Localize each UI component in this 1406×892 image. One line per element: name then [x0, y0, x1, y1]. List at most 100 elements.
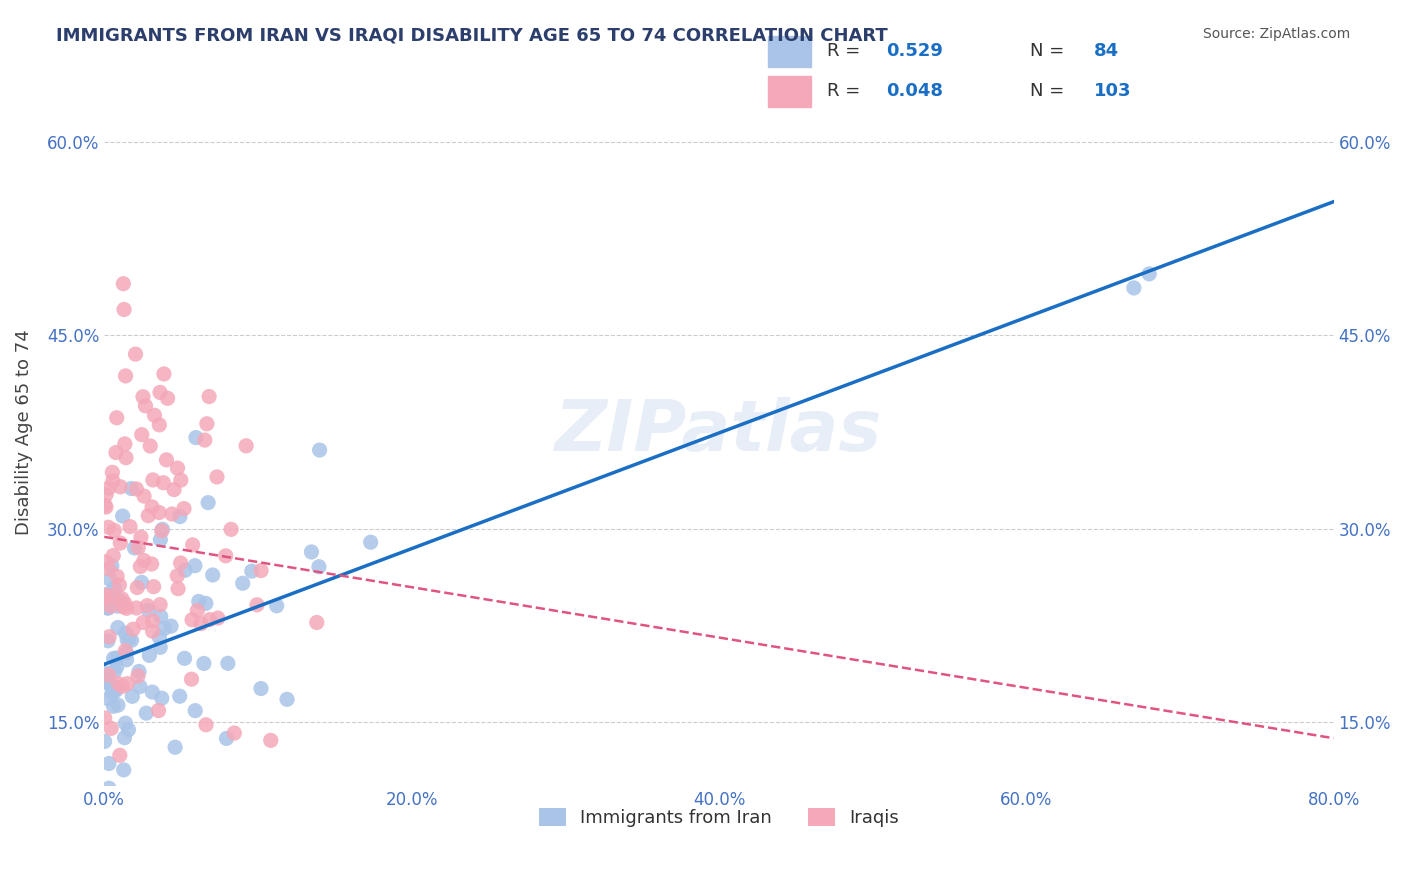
Immigrants from Iran	[276, 692, 298, 706]
Iraqis	[101, 466, 124, 480]
Iraqis	[195, 417, 218, 431]
Iraqis	[139, 439, 162, 453]
Iraqis	[169, 556, 191, 570]
Iraqis	[160, 507, 183, 521]
Iraqis	[224, 726, 246, 740]
Iraqis	[181, 538, 204, 552]
Immigrants from Iran	[124, 541, 146, 555]
Iraqis	[207, 611, 229, 625]
Iraqis	[115, 601, 138, 615]
Iraqis	[125, 601, 148, 615]
Iraqis	[97, 668, 120, 682]
Iraqis	[235, 439, 257, 453]
Immigrants from Iran	[101, 558, 124, 573]
Iraqis	[112, 302, 135, 317]
Immigrants from Iran	[148, 631, 170, 645]
Iraqis	[148, 417, 170, 432]
Immigrants from Iran	[165, 740, 187, 755]
Iraqis	[105, 410, 128, 425]
Immigrants from Iran	[108, 593, 131, 607]
Iraqis	[219, 522, 242, 536]
Iraqis	[94, 498, 117, 512]
Iraqis	[215, 549, 238, 563]
Immigrants from Iran	[118, 632, 141, 646]
Immigrants from Iran	[142, 789, 165, 804]
Immigrants from Iran	[105, 681, 128, 695]
Immigrants from Iran	[121, 633, 143, 648]
Iraqis	[167, 582, 190, 596]
Iraqis	[149, 385, 172, 400]
Iraqis	[141, 500, 163, 514]
Iraqis	[132, 553, 155, 567]
Iraqis	[305, 615, 328, 630]
Iraqis	[181, 613, 204, 627]
Immigrants from Iran	[197, 495, 219, 509]
Immigrants from Iran	[131, 575, 153, 590]
Iraqis	[94, 588, 117, 602]
Immigrants from Iran	[103, 699, 125, 714]
Immigrants from Iran	[112, 763, 135, 777]
Iraqis	[105, 569, 128, 583]
Text: Source: ZipAtlas.com: Source: ZipAtlas.com	[1202, 27, 1350, 41]
Immigrants from Iran	[169, 509, 191, 524]
Iraqis	[127, 669, 149, 683]
Iraqis	[94, 555, 117, 569]
Iraqis	[246, 598, 269, 612]
Iraqis	[94, 488, 117, 502]
Immigrants from Iran	[114, 716, 136, 731]
Immigrants from Iran	[308, 559, 330, 574]
Text: R =: R =	[827, 82, 866, 100]
Iraqis	[166, 569, 188, 583]
Iraqis	[152, 475, 174, 490]
Text: N =: N =	[1031, 42, 1070, 60]
Iraqis	[107, 676, 129, 690]
Immigrants from Iran	[115, 646, 138, 660]
Immigrants from Iran	[308, 443, 330, 458]
Iraqis	[103, 524, 125, 538]
Iraqis	[114, 643, 136, 657]
Immigrants from Iran	[141, 685, 163, 699]
Iraqis	[111, 679, 134, 693]
Iraqis	[190, 616, 212, 631]
Iraqis	[194, 433, 217, 447]
Iraqis	[142, 473, 165, 487]
Immigrants from Iran	[97, 601, 120, 615]
Legend: Immigrants from Iran, Iraqis: Immigrants from Iran, Iraqis	[531, 800, 907, 834]
Iraqis	[104, 445, 127, 459]
Immigrants from Iran	[129, 680, 152, 694]
Immigrants from Iran	[153, 622, 176, 636]
Iraqis	[122, 622, 145, 636]
Iraqis	[142, 580, 165, 594]
Iraqis	[156, 392, 179, 406]
Immigrants from Iran	[96, 601, 118, 615]
Immigrants from Iran	[98, 756, 121, 771]
Immigrants from Iran	[107, 599, 129, 613]
Immigrants from Iran	[128, 665, 150, 679]
Iraqis	[153, 367, 176, 381]
Iraqis	[114, 368, 136, 383]
Immigrants from Iran	[114, 626, 136, 640]
Immigrants from Iran	[149, 640, 172, 655]
Iraqis	[112, 599, 135, 614]
Iraqis	[93, 711, 115, 725]
Iraqis	[198, 613, 221, 627]
Iraqis	[155, 453, 177, 467]
Iraqis	[163, 483, 186, 497]
Immigrants from Iran	[135, 706, 157, 720]
Iraqis	[180, 672, 202, 686]
Immigrants from Iran	[240, 564, 263, 578]
Immigrants from Iran	[107, 621, 129, 635]
Immigrants from Iran	[111, 509, 134, 524]
Immigrants from Iran	[150, 691, 173, 706]
Iraqis	[132, 615, 155, 630]
Immigrants from Iran	[96, 675, 118, 690]
Immigrants from Iran	[97, 691, 120, 706]
Immigrants from Iran	[149, 609, 172, 624]
Iraqis	[94, 500, 117, 514]
Iraqis	[110, 480, 132, 494]
Immigrants from Iran	[117, 723, 139, 737]
Immigrants from Iran	[1122, 281, 1144, 295]
Text: N =: N =	[1031, 82, 1070, 100]
Iraqis	[132, 390, 155, 404]
Iraqis	[150, 524, 173, 538]
